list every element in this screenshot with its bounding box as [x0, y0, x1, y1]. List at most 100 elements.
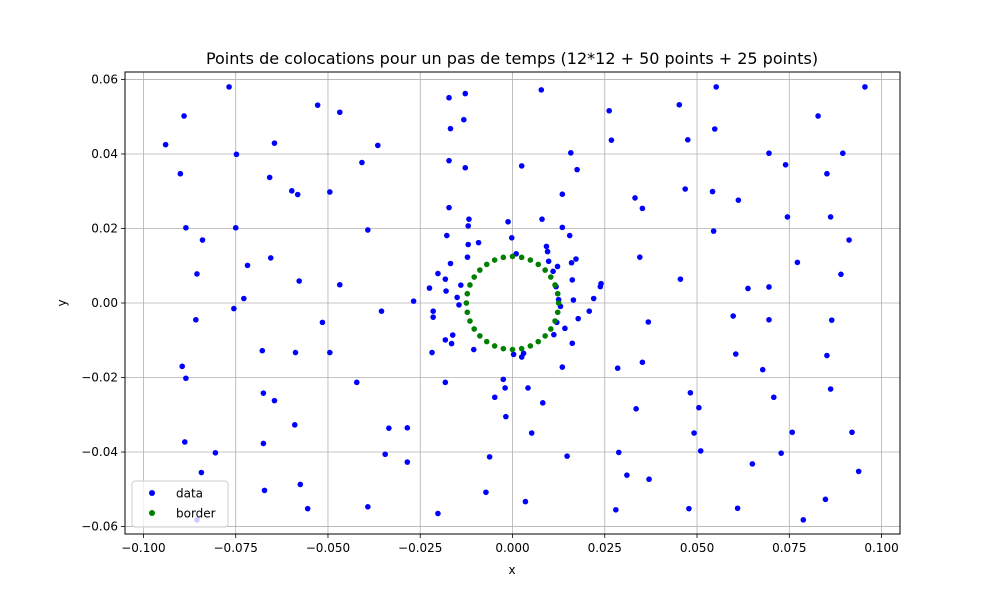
border-point — [477, 333, 483, 339]
data-point — [465, 223, 472, 229]
data-point — [569, 340, 576, 347]
data-point — [543, 243, 550, 250]
data-point — [444, 232, 450, 239]
data-point — [271, 397, 278, 404]
data-point — [575, 315, 581, 322]
data-point — [794, 259, 801, 266]
data-point — [319, 319, 326, 326]
border-point — [483, 338, 490, 345]
border-point — [467, 318, 473, 324]
x-tick-label: −0.075 — [214, 541, 258, 555]
data-point — [296, 278, 302, 284]
data-point — [336, 109, 343, 116]
x-tick-label: 0.025 — [588, 541, 622, 555]
data-point — [500, 376, 507, 383]
data-point — [502, 385, 508, 391]
data-point — [491, 394, 498, 401]
border-point — [464, 309, 471, 316]
data-point — [442, 337, 449, 343]
data-point — [449, 332, 456, 338]
data-point — [539, 216, 545, 222]
data-point — [838, 271, 844, 278]
data-point — [824, 352, 830, 359]
data-point — [677, 276, 684, 282]
border-point — [509, 346, 516, 353]
data-point — [462, 164, 469, 171]
data-point — [458, 282, 464, 288]
series-border — [463, 253, 562, 353]
data-point — [684, 137, 691, 143]
data-point — [294, 191, 301, 198]
data-point — [559, 224, 566, 231]
border-point — [518, 254, 525, 261]
data-point — [545, 258, 552, 265]
y-tick-label: −0.06 — [81, 520, 118, 534]
data-point — [570, 297, 577, 303]
data-point — [551, 331, 557, 338]
data-point — [568, 259, 575, 266]
data-point — [687, 389, 694, 396]
data-point — [828, 317, 835, 323]
data-point — [162, 141, 169, 148]
data-point — [735, 197, 742, 203]
data-point — [782, 161, 789, 168]
border-point — [464, 290, 471, 297]
data-point — [639, 359, 646, 366]
legend-label-border: border — [176, 507, 216, 521]
border-point — [535, 338, 542, 345]
data-point — [564, 453, 570, 459]
data-point — [525, 385, 531, 391]
data-point — [696, 404, 702, 411]
data-point — [446, 204, 452, 211]
grid-lines — [125, 72, 900, 534]
data-point — [614, 365, 621, 372]
data-point — [606, 107, 612, 114]
border-point — [527, 343, 534, 349]
legend-marker-data — [149, 490, 155, 496]
data-point — [365, 504, 371, 510]
data-point — [711, 126, 718, 132]
y-tick-label: 0.06 — [91, 72, 118, 86]
data-point — [446, 157, 452, 164]
y-tick-label: 0.02 — [91, 221, 118, 235]
data-point — [559, 191, 566, 198]
data-point — [448, 340, 455, 347]
data-point — [734, 505, 741, 512]
data-point — [291, 422, 298, 428]
x-tick-label: 0.100 — [864, 541, 898, 555]
data-point — [382, 451, 388, 458]
data-point — [522, 498, 529, 505]
border-point — [500, 254, 507, 261]
data-point — [198, 469, 205, 476]
data-point — [789, 429, 796, 436]
y-axis-ticks: −0.06 −0.04 −0.02 0.00 0.02 0.04 0.06 — [81, 72, 125, 534]
data-point — [539, 400, 546, 406]
data-point — [538, 87, 545, 93]
border-point — [542, 267, 548, 273]
border-point — [483, 261, 490, 268]
x-tick-label: −0.025 — [398, 541, 442, 555]
plot-points — [162, 84, 868, 523]
border-point — [548, 326, 554, 332]
border-point — [463, 300, 470, 306]
data-point — [639, 205, 646, 212]
border-point — [471, 326, 477, 332]
data-point — [465, 241, 472, 248]
x-tick-label: −0.050 — [306, 541, 350, 555]
data-point — [624, 472, 630, 478]
data-point — [430, 314, 436, 320]
data-point — [442, 276, 449, 282]
border-point — [552, 282, 558, 288]
data-point — [759, 366, 766, 373]
border-point — [548, 274, 554, 280]
data-point — [297, 481, 304, 488]
data-point — [483, 489, 489, 496]
border-point — [467, 282, 473, 288]
data-point — [435, 270, 441, 277]
data-point — [260, 390, 267, 396]
data-point — [505, 218, 511, 225]
border-point — [535, 261, 542, 268]
data-point — [454, 294, 460, 301]
data-point — [574, 166, 580, 173]
